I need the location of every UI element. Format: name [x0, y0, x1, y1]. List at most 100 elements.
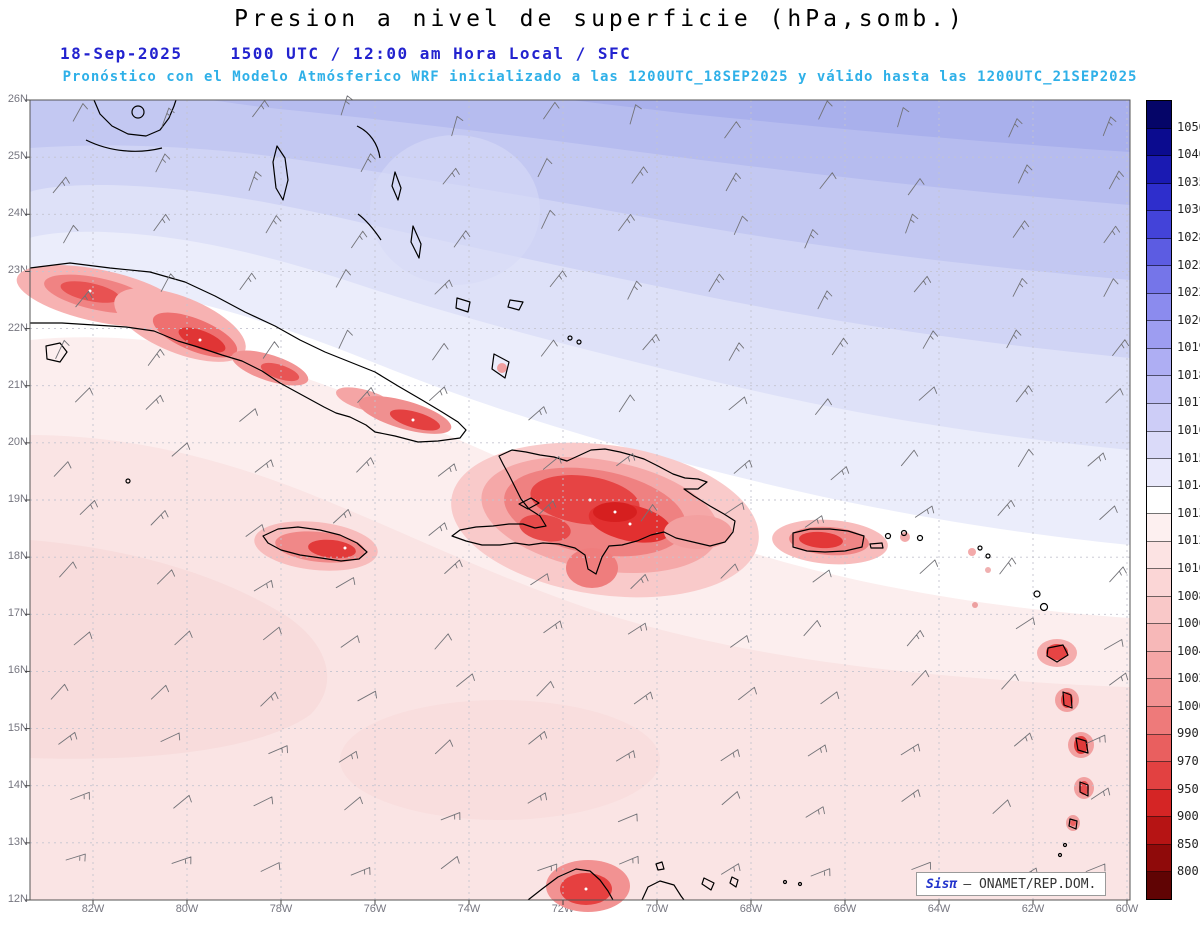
wind-barb-strokes [50, 95, 1130, 879]
colorbar-tick-label: 1013 [1177, 505, 1200, 520]
colorbar-tick-label: 900 [1177, 809, 1199, 824]
colorbar-segment [1147, 541, 1171, 570]
andros-coast [272, 145, 289, 201]
colorbar-tick-label: 990 [1177, 726, 1199, 741]
colorbar-tick-label: 1004 [1177, 643, 1200, 658]
colorbar-segment [1147, 348, 1171, 377]
lat-tick-label: 17N [7, 607, 28, 620]
st-kitts [985, 553, 991, 559]
lat-tick-label: 13N [7, 835, 28, 848]
model-init-note: Pronóstico con el Modelo Atmósferico WRF… [62, 69, 1138, 85]
hispaniola-coast [451, 448, 736, 575]
mayaguana-coast [507, 299, 524, 311]
colorbar-segment [1147, 734, 1171, 763]
valid-date: 18-Sep-2025 [60, 44, 183, 63]
colorbar-tick-label: 1050 [1177, 119, 1200, 134]
colorbar-tick-label: 1018 [1177, 367, 1200, 382]
wind-barbs [50, 95, 1130, 879]
colorbar-segment [1147, 872, 1171, 899]
colorbar-tick-label: 1010 [1177, 560, 1200, 575]
latitude-axis: 26N 25N 24N 23N 22N 21N 20N 19N 18N 17N 16N 15N 14N 1… [2, 93, 28, 905]
virgin-islands-3 [916, 534, 924, 542]
lon-tick-label: 66W [833, 903, 857, 915]
colorbar-segment [1147, 376, 1171, 405]
valid-datetime-line: 18-Sep-2025 1500 UTC / 12:00 am Hora Loc… [60, 44, 631, 63]
lat-tick-label: 16N [7, 664, 28, 677]
colorbar-segment [1147, 101, 1171, 129]
lon-tick-label: 64W [927, 903, 951, 915]
grenadines-2 [1057, 852, 1063, 858]
colorbar-segment [1147, 431, 1171, 460]
exuma-coast [357, 213, 382, 241]
colorbar-segment [1147, 651, 1171, 680]
barbuda [1033, 590, 1041, 598]
colorbar-tick-label: 1006 [1177, 616, 1200, 631]
lon-tick-label: 82W [81, 903, 105, 915]
colorbar-tick-label: 850 [1177, 836, 1199, 851]
lat-tick-label: 22N [7, 321, 28, 334]
colorbar-tick-label: 1016 [1177, 423, 1200, 438]
colorbar-segment [1147, 679, 1171, 708]
turks-caicos [567, 335, 573, 341]
colorbar-tick-label: 1020 [1177, 312, 1200, 327]
turks-caicos-2 [576, 339, 582, 345]
colorbar-tick-label: 800 [1177, 864, 1199, 879]
lon-tick-label: 70W [645, 903, 669, 915]
watermark-org: – ONAMET/REP.DOM. [963, 876, 1097, 892]
colorbar-segment [1147, 514, 1171, 542]
colorbar-segment [1147, 624, 1171, 652]
jamaica-coast [262, 526, 368, 562]
paraguana-coast [641, 880, 685, 901]
colorbar-tick-label: 1035 [1177, 174, 1200, 189]
colorbar-segment [1147, 238, 1171, 267]
isla-juventud-coast [45, 342, 68, 363]
map-canvas [16, 95, 1131, 912]
virgin-islands-1 [884, 532, 892, 540]
cuba-coast [29, 262, 467, 443]
colorbar-segment [1147, 321, 1171, 349]
gonave-coast [518, 497, 540, 510]
page-title: Presion a nivel de superficie (hPa,somb.… [234, 6, 966, 32]
st-lucia-coast [1079, 781, 1089, 797]
grenadines-1 [1062, 842, 1068, 848]
long-island-coast [410, 225, 422, 259]
lon-tick-label: 78W [269, 903, 293, 915]
lake-okeechobee [131, 105, 145, 119]
grid-lines [30, 100, 1130, 901]
colorbar-segment [1147, 266, 1171, 294]
lat-tick-label: 19N [7, 493, 28, 505]
st-vincent-coast [1068, 818, 1078, 830]
colorbar-segment [1147, 404, 1171, 432]
los-roques-2 [797, 881, 803, 887]
colorbar-segment [1147, 596, 1171, 625]
colorbar-segment [1147, 183, 1171, 212]
lat-tick-label: 25N [7, 150, 28, 163]
colorbar-segment [1147, 128, 1171, 157]
colorbar-segment [1147, 817, 1171, 845]
terrain-pressure-blobs [16, 265, 1094, 912]
lat-tick-label: 21N [7, 378, 28, 391]
lat-tick-label: 15N [7, 721, 28, 734]
lon-tick-label: 62W [1021, 903, 1045, 915]
lon-tick-label: 74W [457, 903, 481, 915]
watermark-box: Sisπ – ONAMET/REP.DOM. [916, 872, 1107, 896]
colorbar-tick-label: 970 [1177, 754, 1199, 769]
colorbar-segment [1147, 293, 1171, 322]
bonaire-coast [729, 876, 739, 888]
crooked-island-coast [455, 297, 471, 313]
antigua [1039, 602, 1049, 612]
longitude-axis: 82W 80W 78W 76W 74W 72W 70W 68W 66W 64W 62W 60W [30, 903, 1139, 919]
map-frame [29, 99, 1131, 901]
lat-tick-label: 26N [7, 93, 28, 105]
colorbar-segment [1147, 156, 1171, 184]
guajira-coast [527, 868, 614, 901]
guadeloupe-coast [1046, 644, 1069, 663]
colorbar-tick-label: 1017 [1177, 395, 1200, 410]
lat-tick-label: 14N [7, 778, 28, 791]
lat-tick-label: 20N [7, 435, 28, 448]
virgin-islands-2 [900, 529, 908, 537]
colorbar-tick-label: 1008 [1177, 588, 1200, 603]
puerto-rico-coast [792, 528, 865, 553]
inagua-coast [491, 353, 510, 379]
